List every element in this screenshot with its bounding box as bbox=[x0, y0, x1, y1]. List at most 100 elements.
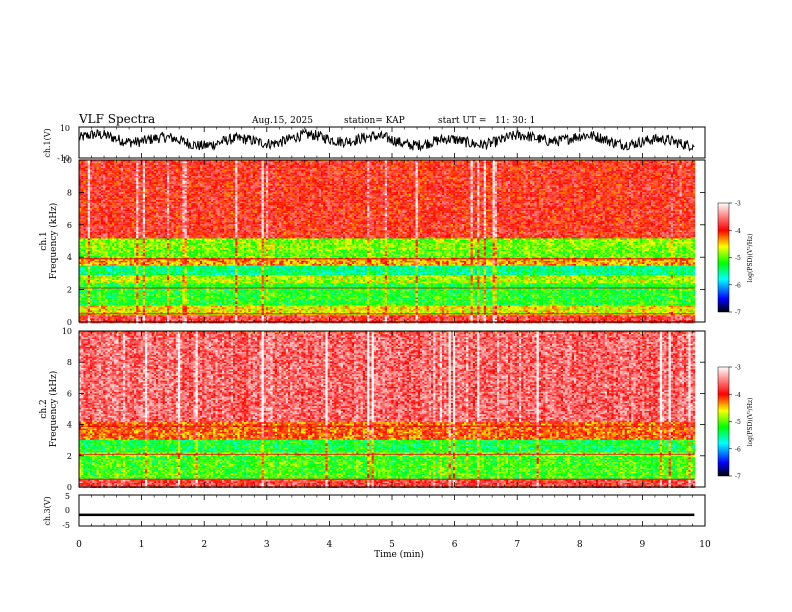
spectrogram-cell bbox=[81, 277, 83, 279]
spectrogram-cell bbox=[86, 213, 88, 215]
spectrogram-cell bbox=[86, 277, 88, 279]
spectrogram-cell bbox=[88, 248, 90, 250]
spectrogram-cell bbox=[88, 205, 90, 207]
spectrogram-cell bbox=[83, 317, 85, 319]
spectrogram-cell bbox=[92, 165, 94, 167]
spectrogram-cell bbox=[86, 282, 88, 284]
spectrogram-cell bbox=[90, 253, 92, 255]
spectrogram-cell bbox=[86, 266, 88, 268]
spectrogram-cell bbox=[88, 259, 90, 261]
spectrogram-cell bbox=[92, 250, 94, 252]
spectrogram-cell bbox=[86, 291, 88, 293]
spectrogram-cell bbox=[92, 205, 94, 207]
spectrogram-cell bbox=[88, 182, 90, 184]
spectrogram-cell bbox=[81, 166, 83, 168]
spectrogram-cell bbox=[90, 274, 92, 276]
spectrogram-cell bbox=[86, 301, 88, 303]
spectrogram-cell bbox=[86, 242, 88, 244]
spectrogram-cell bbox=[90, 240, 92, 242]
spectrogram-cell bbox=[90, 230, 92, 232]
spectrogram-cell bbox=[83, 174, 85, 176]
spectrogram-cell bbox=[86, 318, 88, 320]
spectrogram-cell bbox=[88, 186, 90, 188]
spectrogram-cell bbox=[81, 173, 83, 175]
spectrogram-cell bbox=[86, 248, 88, 250]
spectrogram-cell bbox=[88, 267, 90, 269]
spectrogram-cell bbox=[90, 178, 92, 180]
spectrogram-cell bbox=[83, 194, 85, 196]
spectrogram-cell bbox=[83, 186, 85, 188]
spectrogram-cell bbox=[81, 237, 83, 239]
spectrogram-cell bbox=[90, 216, 92, 218]
spectrogram-cell bbox=[92, 234, 94, 236]
spectrogram-cell bbox=[83, 283, 85, 285]
spectrogram-cell bbox=[86, 246, 88, 248]
spectrogram-cell bbox=[88, 202, 90, 204]
spectrogram-cell bbox=[83, 234, 85, 236]
spectrogram-cell bbox=[88, 221, 90, 223]
spectrogram-cell bbox=[90, 245, 92, 247]
spectrogram-cell bbox=[81, 275, 83, 277]
spectrogram-cell bbox=[81, 170, 83, 172]
spectrogram-cell bbox=[86, 184, 88, 186]
spectrogram-cell bbox=[81, 171, 83, 173]
spectrogram-cell bbox=[83, 251, 85, 253]
spectrogram-cell bbox=[83, 250, 85, 252]
spectrogram-cell bbox=[88, 189, 90, 191]
spectrogram-cell bbox=[83, 304, 85, 306]
spectrogram-cell bbox=[86, 174, 88, 176]
spectrogram-cell bbox=[86, 296, 88, 298]
spectrogram-cell bbox=[83, 264, 85, 266]
spectrogram-cell bbox=[86, 194, 88, 196]
spectrogram-cell bbox=[90, 243, 92, 245]
spectrogram-cell bbox=[86, 187, 88, 189]
spectrogram-cell bbox=[83, 226, 85, 228]
spectrogram-cell bbox=[90, 197, 92, 199]
spectrogram-cell bbox=[81, 163, 83, 165]
spectrogram-cell bbox=[88, 192, 90, 194]
spectrogram-cell bbox=[86, 240, 88, 242]
spectrogram-cell bbox=[81, 232, 83, 234]
spectrogram-cell bbox=[88, 296, 90, 298]
spectrogram-cell bbox=[83, 261, 85, 263]
spectrogram-cell bbox=[90, 195, 92, 197]
spectrogram-cell bbox=[88, 306, 90, 308]
spectrogram-cell bbox=[83, 176, 85, 178]
spectrogram-cell bbox=[83, 162, 85, 164]
spectrogram-cell bbox=[83, 189, 85, 191]
spectrogram-cell bbox=[81, 235, 83, 237]
spectrogram-cell bbox=[83, 170, 85, 172]
spectrogram-cell bbox=[92, 210, 94, 212]
spectrogram-cell bbox=[81, 178, 83, 180]
spectrogram-cell bbox=[86, 275, 88, 277]
spectrogram-cell bbox=[83, 168, 85, 170]
spectrogram-cell bbox=[83, 298, 85, 300]
spectrogram-cell bbox=[90, 176, 92, 178]
spectrogram-cell bbox=[81, 242, 83, 244]
spectrogram-cell bbox=[86, 280, 88, 282]
spectrogram-cell bbox=[90, 186, 92, 188]
spectrogram-cell bbox=[81, 197, 83, 199]
spectrogram-cell bbox=[90, 296, 92, 298]
spectrogram-cell bbox=[81, 301, 83, 303]
spectrogram-cell bbox=[88, 216, 90, 218]
spectrogram-cell bbox=[88, 174, 90, 176]
spectrogram-cell bbox=[83, 242, 85, 244]
spectrogram-cell bbox=[81, 168, 83, 170]
spectrogram-cell bbox=[86, 202, 88, 204]
spectrogram-cell bbox=[90, 202, 92, 204]
spectrogram-cell bbox=[86, 310, 88, 312]
spectrogram-cell bbox=[83, 208, 85, 210]
spectrogram-cell bbox=[92, 178, 94, 180]
spectrogram-cell bbox=[88, 250, 90, 252]
spectrogram-cell bbox=[90, 211, 92, 213]
spectrogram-cell bbox=[83, 270, 85, 272]
spectrogram-cell bbox=[81, 211, 83, 213]
spectrogram-cell bbox=[81, 238, 83, 240]
spectrogram-cell bbox=[86, 285, 88, 287]
spectrogram-cell bbox=[81, 298, 83, 300]
spectrogram-cell bbox=[90, 259, 92, 261]
spectrogram-cell bbox=[90, 272, 92, 274]
spectrogram-cell bbox=[90, 235, 92, 237]
spectrogram-cell bbox=[83, 203, 85, 205]
